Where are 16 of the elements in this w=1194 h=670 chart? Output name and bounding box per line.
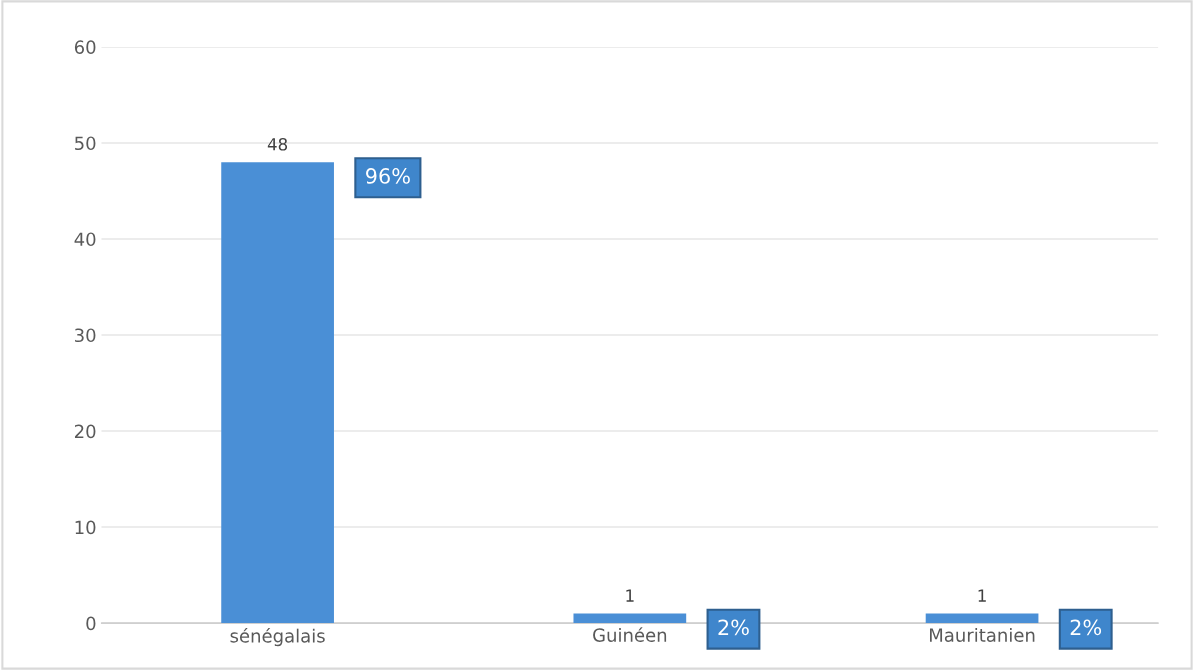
annotation: 2%: [1070, 619, 1102, 636]
y-tick-label: 40: [74, 232, 96, 247]
y-tick-label: 10: [75, 520, 96, 535]
annotation: 96%: [366, 168, 410, 184]
y-tick-label: 0: [86, 616, 96, 631]
y-tick-label: 50: [75, 136, 96, 151]
y-tick-label: 20: [74, 424, 96, 439]
y-tick-label: 30: [75, 328, 96, 343]
x-tick-label: Guinéen: [593, 627, 667, 642]
x-tick-label: Mauritanien: [930, 627, 1035, 642]
data-label: 1: [626, 589, 634, 602]
data-label: 48: [267, 137, 288, 151]
data-label: 1: [978, 589, 986, 602]
x-tick-label: sénégalais: [230, 627, 325, 647]
annotation: 2%: [718, 619, 749, 636]
y-tick-label: 60: [74, 40, 96, 55]
